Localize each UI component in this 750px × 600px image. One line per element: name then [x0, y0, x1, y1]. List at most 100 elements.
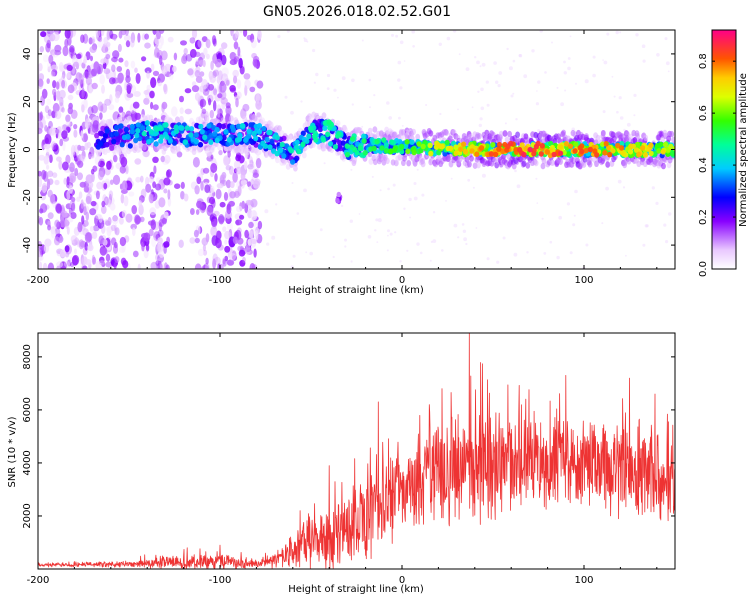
ridge-halo-cell — [587, 161, 593, 168]
noise-cell — [40, 203, 48, 213]
ridge-cell — [216, 122, 222, 129]
y-tick-label: 40 — [22, 48, 33, 61]
noise-cell — [515, 118, 518, 121]
noise-cell — [214, 173, 218, 182]
noise-cell — [99, 105, 104, 112]
noise-cell — [247, 181, 252, 188]
noise-cell — [224, 245, 231, 253]
noise-cell — [516, 184, 521, 189]
noise-cell — [332, 255, 335, 259]
ridge-cell — [119, 141, 125, 148]
noise-cell — [64, 38, 69, 48]
noise-cell — [189, 48, 197, 58]
noise-cell — [306, 40, 309, 43]
noise-cell — [89, 46, 97, 53]
noise-cell — [203, 47, 208, 56]
noise-cell — [633, 114, 636, 117]
noise-cell — [64, 217, 69, 229]
colorbar-gradient — [712, 30, 736, 269]
noise-cell — [266, 242, 270, 246]
noise-cell — [194, 185, 200, 195]
noise-cell — [95, 30, 101, 38]
noise-cell — [618, 96, 622, 100]
noise-cell — [271, 235, 276, 240]
noise-cell — [300, 100, 303, 103]
noise-cell — [122, 260, 129, 269]
ridge-halo-cell — [504, 136, 510, 143]
noise-cell — [351, 103, 354, 106]
noise-cell — [167, 189, 171, 200]
noise-cell — [202, 167, 210, 174]
noise-cell — [53, 236, 61, 246]
noise-cell — [290, 265, 294, 269]
noise-cell — [574, 189, 578, 194]
noise-cell — [88, 153, 95, 160]
noise-cell — [350, 168, 353, 171]
ridge-cell — [229, 124, 235, 130]
ridge-cell — [642, 152, 649, 158]
noise-cell — [108, 77, 116, 85]
noise-cell — [101, 84, 105, 94]
ridge-cell — [500, 148, 506, 155]
noise-cell — [134, 158, 142, 165]
noise-cell — [349, 219, 353, 223]
noise-cell — [218, 149, 223, 156]
noise-cell — [187, 68, 194, 76]
noise-cell — [179, 107, 184, 115]
noise-cell — [43, 243, 50, 253]
ridge-cell — [274, 150, 280, 157]
noise-cell — [71, 202, 76, 212]
noise-cell — [120, 30, 127, 36]
noise-cell — [69, 121, 73, 127]
ridge-cell — [129, 123, 135, 130]
noise-cell — [56, 265, 61, 269]
noise-cell — [617, 179, 622, 184]
noise-cell — [100, 58, 107, 64]
noise-cell — [224, 239, 228, 245]
ridge-cell — [634, 141, 641, 148]
ridge-cell — [109, 145, 115, 151]
noise-cell — [119, 236, 127, 247]
noise-cell — [118, 57, 124, 63]
ridge-cell — [164, 134, 170, 140]
noise-cell — [477, 90, 480, 94]
noise-cell — [146, 70, 151, 79]
noise-cell — [120, 156, 128, 168]
noise-cell — [193, 229, 199, 238]
noise-cell — [625, 254, 627, 257]
noise-cell — [537, 129, 541, 133]
noise-cell — [155, 260, 160, 266]
ridge-cell — [531, 150, 537, 157]
noise-cell — [510, 94, 514, 98]
noise-cell — [114, 96, 120, 103]
ridge-cell — [267, 129, 273, 136]
ridge-cell — [206, 123, 212, 129]
y-tick-label: -20 — [22, 189, 33, 205]
ridge-cell — [458, 146, 464, 152]
noise-cell — [465, 67, 470, 71]
ridge-cell — [123, 126, 129, 133]
noise-cell — [665, 240, 669, 244]
noise-cell — [146, 84, 151, 91]
ridge-halo-cell — [499, 130, 504, 138]
ridge-halo-cell — [411, 128, 416, 136]
noise-cell — [219, 82, 227, 93]
noise-cell — [118, 106, 124, 114]
ridge-cell — [313, 137, 319, 143]
noise-cell — [126, 82, 133, 91]
noise-cell — [205, 262, 210, 269]
noise-cell — [419, 251, 423, 255]
noise-cell — [104, 98, 111, 106]
noise-cell — [59, 89, 66, 99]
noise-cell — [222, 258, 227, 267]
noise-cell — [313, 81, 316, 84]
noise-cell — [89, 146, 95, 157]
noise-cell — [665, 61, 670, 66]
noise-cell — [106, 160, 112, 170]
ridge-halo-cell — [533, 159, 539, 167]
ridge-cell — [113, 131, 119, 137]
noise-cell — [452, 30, 457, 33]
noise-cell — [197, 248, 204, 257]
noise-cell — [94, 155, 101, 166]
ridge-cell — [607, 151, 613, 158]
